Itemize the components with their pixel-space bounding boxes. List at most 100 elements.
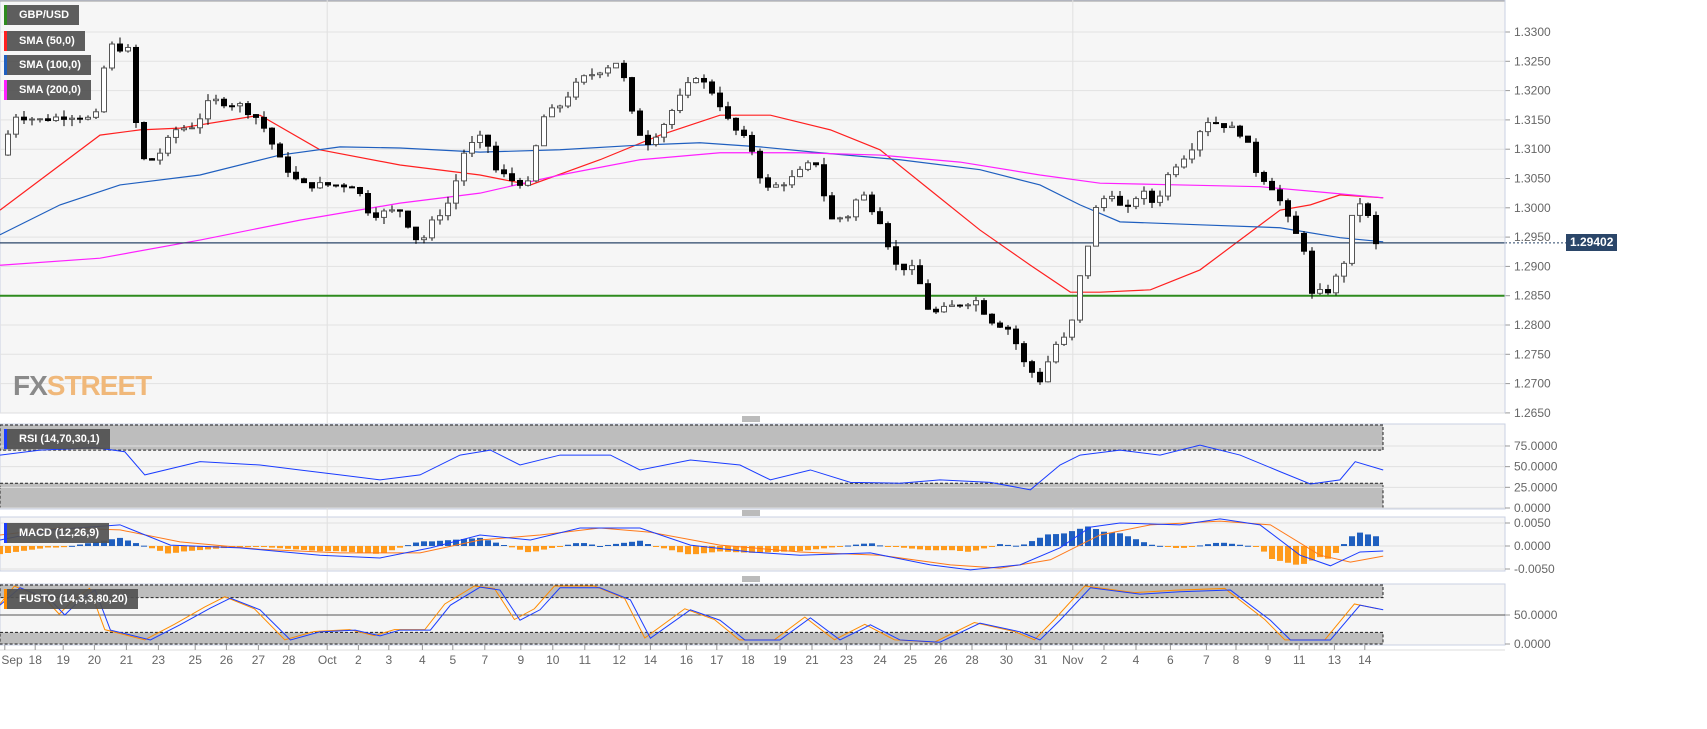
candle-body: [205, 100, 211, 120]
candle-body: [1333, 275, 1339, 294]
macd-histogram-bar: [733, 546, 739, 553]
fusto-tick-label: 0.0000: [1514, 637, 1551, 651]
macd-histogram-bar: [461, 539, 467, 546]
macd-histogram-bar: [1077, 528, 1083, 546]
legend-macd[interactable]: MACD (12,26,9): [4, 523, 110, 543]
macd-histogram-bar: [421, 541, 427, 546]
macd-histogram-bar: [677, 546, 683, 553]
current-price-badge: 1.29402: [1566, 234, 1618, 251]
legend-sma200[interactable]: SMA (200,0): [4, 80, 91, 100]
candle-body: [821, 164, 827, 197]
macd-histogram-bar: [781, 546, 787, 552]
candle-body: [805, 162, 811, 170]
candle-body: [685, 82, 691, 96]
candle-body: [1277, 189, 1283, 202]
macd-histogram-bar: [485, 540, 491, 546]
candle-body: [1101, 198, 1107, 209]
candle-body: [573, 81, 579, 98]
x-tick-label: 7: [1203, 653, 1210, 667]
sma50-line: [0, 114, 1384, 293]
macd-histogram-bar: [653, 546, 659, 547]
x-tick-label: Oct: [318, 653, 337, 667]
candle-body: [541, 116, 547, 147]
macd-histogram-bar: [621, 542, 627, 546]
x-tick-label: 27: [252, 653, 266, 667]
macd-histogram-bar: [381, 546, 387, 553]
candle-body: [69, 117, 75, 120]
candle-body: [1069, 319, 1075, 338]
macd-histogram-bar: [853, 544, 859, 546]
macd-histogram-bar: [149, 546, 155, 549]
x-tick-label: 21: [120, 653, 134, 667]
fusto-d-line: [0, 585, 1378, 643]
panel-bg: [0, 0, 1506, 414]
macd-line: [0, 518, 1384, 571]
x-tick-label: 2: [1101, 653, 1108, 667]
candle-body: [453, 180, 459, 204]
candle-body: [109, 43, 115, 69]
x-tick-label: 11: [1293, 653, 1306, 667]
candle-body: [813, 162, 819, 166]
macd-histogram-bar: [0, 546, 3, 555]
macd-histogram-bar: [117, 537, 123, 546]
legend-sma50[interactable]: SMA (50,0): [4, 31, 85, 51]
y-tick-label: 1.2750: [1514, 347, 1551, 361]
candle-body: [1013, 328, 1019, 345]
legend-sma100[interactable]: SMA (100,0): [4, 55, 91, 75]
candle-body: [365, 193, 371, 214]
candle-body: [1141, 190, 1147, 200]
rsi-tick-label: 25.0000: [1514, 480, 1558, 494]
legend-rsi[interactable]: RSI (14,70,30,1): [4, 429, 110, 449]
x-tick-label: 13: [1328, 653, 1342, 667]
rsi-tick-label: 50.0000: [1514, 460, 1558, 474]
macd-histogram-bar: [1125, 536, 1131, 546]
candle-body: [293, 171, 299, 180]
macd-histogram-bar: [125, 540, 131, 546]
macd-histogram-bar: [917, 546, 923, 550]
candle-body: [285, 156, 291, 173]
macd-histogram-bar: [429, 541, 435, 546]
x-tick-label: 31: [1034, 653, 1048, 667]
candle-body: [317, 182, 323, 189]
macd-histogram-bar: [701, 546, 707, 554]
macd-histogram-bar: [261, 546, 267, 548]
macd-histogram-bar: [309, 546, 315, 551]
macd-histogram-bar: [293, 546, 299, 550]
candle-body: [341, 184, 347, 188]
macd-histogram-bar: [973, 546, 979, 551]
macd-histogram-bar: [1205, 544, 1211, 546]
candle-body: [621, 62, 627, 79]
macd-histogram-bar: [1245, 545, 1251, 547]
candle-body: [1269, 180, 1275, 191]
macd-histogram-bar: [1133, 539, 1139, 546]
macd-histogram-bar: [413, 542, 419, 546]
macd-histogram-bar: [1021, 544, 1027, 546]
candle-body: [509, 173, 515, 181]
legend-fusto[interactable]: FUSTO (14,3,3,80,20): [4, 589, 138, 609]
rsi-tick-label: 75.0000: [1514, 439, 1558, 453]
candle-body: [981, 300, 987, 315]
candle-body: [1181, 158, 1187, 168]
y-tick-label: 1.3250: [1514, 54, 1551, 68]
macd-histogram-bar: [1189, 546, 1195, 547]
candle-body: [389, 209, 395, 212]
macd-histogram-bar: [1261, 546, 1267, 552]
candle-body: [269, 127, 275, 145]
macd-histogram-bar: [1237, 544, 1243, 546]
macd-histogram-bar: [389, 546, 395, 551]
macd-histogram-bar: [5, 546, 11, 553]
candle-body: [45, 118, 51, 122]
candle-body: [253, 114, 259, 118]
candle-body: [733, 117, 739, 131]
macd-histogram-bar: [101, 540, 107, 546]
legend-label: SMA (100,0): [19, 59, 81, 71]
candle-body: [1261, 171, 1267, 182]
macd-histogram-bar: [957, 546, 963, 551]
legend-symbol[interactable]: GBP/USD: [4, 5, 80, 25]
candle-body: [125, 46, 131, 52]
macd-histogram-bar: [245, 546, 251, 547]
x-tick-label: 7: [481, 653, 488, 667]
macd-histogram-bar: [1349, 536, 1355, 546]
macd-histogram-bar: [909, 546, 915, 549]
